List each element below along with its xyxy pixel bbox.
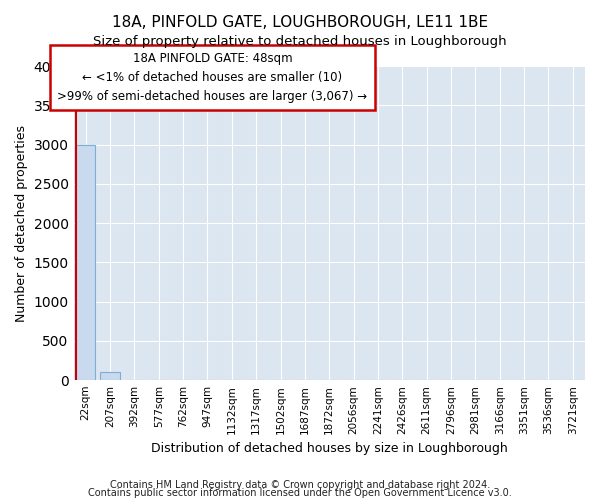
Text: Contains public sector information licensed under the Open Government Licence v3: Contains public sector information licen… (88, 488, 512, 498)
Text: 18A PINFOLD GATE: 48sqm
← <1% of detached houses are smaller (10)
>99% of semi-d: 18A PINFOLD GATE: 48sqm ← <1% of detache… (58, 52, 367, 104)
X-axis label: Distribution of detached houses by size in Loughborough: Distribution of detached houses by size … (151, 442, 508, 455)
Bar (76, 144, 95, 380)
Text: 18A, PINFOLD GATE, LOUGHBOROUGH, LE11 1BE: 18A, PINFOLD GATE, LOUGHBOROUGH, LE11 1B… (112, 15, 488, 30)
Bar (100, 372, 120, 380)
Y-axis label: Number of detached properties: Number of detached properties (15, 124, 28, 322)
Text: Contains HM Land Registry data © Crown copyright and database right 2024.: Contains HM Land Registry data © Crown c… (110, 480, 490, 490)
Text: Size of property relative to detached houses in Loughborough: Size of property relative to detached ho… (93, 35, 507, 48)
